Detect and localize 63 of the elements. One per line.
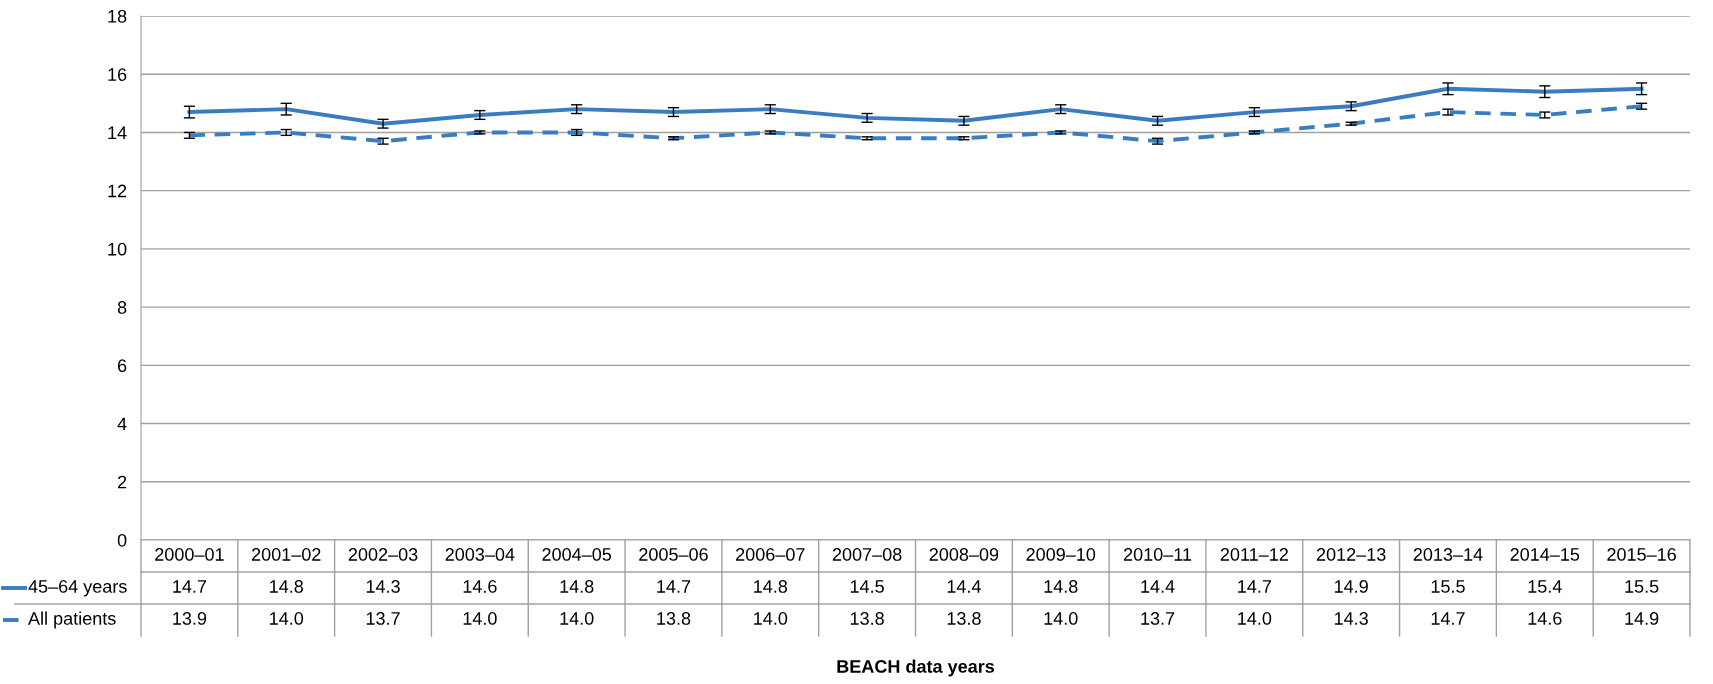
data-label: 14.0 <box>270 612 304 625</box>
data-label: 14.6 <box>463 580 497 593</box>
x-tick-label: 2013–14 <box>1413 548 1483 561</box>
x-tick-label: 2001–02 <box>251 548 321 561</box>
y-tick-label: 12 <box>108 184 127 198</box>
data-label: 14.0 <box>560 612 594 625</box>
x-tick-label: 2000–01 <box>155 548 224 561</box>
x-tick-label: 2004–05 <box>542 548 612 561</box>
data-label: 13.7 <box>366 612 400 625</box>
data-label: 14.9 <box>1625 612 1659 625</box>
x-tick-label: 2002–03 <box>348 548 418 561</box>
x-tick-label: 2009–10 <box>1026 548 1096 561</box>
data-label: 13.8 <box>850 612 884 625</box>
data-label: 15.5 <box>1625 580 1659 593</box>
legend-label: All patients <box>28 611 116 629</box>
data-label: 14.8 <box>560 580 594 593</box>
x-tick-label: 2007–08 <box>832 548 902 561</box>
data-label: 13.7 <box>1141 612 1175 625</box>
data-label: 14.7 <box>1431 612 1465 625</box>
data-label: 14.8 <box>270 580 304 593</box>
y-tick-label: 8 <box>117 301 127 314</box>
data-label: 13.8 <box>657 612 691 625</box>
y-tick-label: 10 <box>108 242 127 256</box>
data-label: 14.6 <box>1528 612 1562 625</box>
x-tick-label: 2010–11 <box>1123 548 1192 561</box>
data-label: 14.5 <box>850 580 884 593</box>
x-tick-label: 2006–07 <box>736 548 805 561</box>
data-label: 14.7 <box>657 580 691 593</box>
data-label: 14.9 <box>1334 580 1368 593</box>
data-label: 14.8 <box>754 580 788 593</box>
data-label: 14.0 <box>463 612 497 625</box>
x-tick-label: 2008–09 <box>929 548 999 561</box>
data-label: 15.5 <box>1431 580 1465 593</box>
x-tick-label: 2012–13 <box>1316 548 1386 561</box>
y-tick-label: 16 <box>108 68 127 81</box>
x-tick-label: 2014–15 <box>1510 548 1580 561</box>
data-label: 13.8 <box>947 612 981 625</box>
data-label: 14.0 <box>1238 612 1272 625</box>
line-series <box>187 104 1644 144</box>
data-label: 14.4 <box>947 580 981 593</box>
data-label: 15.4 <box>1528 580 1562 593</box>
y-tick-label: 2 <box>117 475 127 489</box>
data-label: 13.9 <box>173 612 207 625</box>
x-tick-label: 2005–06 <box>639 548 708 561</box>
data-label: 14.3 <box>366 580 400 593</box>
x-tick-label: 2011–12 <box>1220 548 1288 561</box>
data-label: 14.7 <box>1238 580 1272 593</box>
legend-label: 45–64 years <box>28 580 127 597</box>
y-tick-label: 18 <box>108 9 127 23</box>
y-tick-label: 14 <box>108 126 127 139</box>
data-label: 14.3 <box>1334 612 1368 625</box>
x-tick-label: 2015–16 <box>1607 548 1676 561</box>
data-label: 14.7 <box>173 580 207 593</box>
data-label: 14.8 <box>1044 580 1078 593</box>
data-label: 14.4 <box>1141 580 1175 593</box>
y-tick-label: 6 <box>117 359 127 373</box>
data-label: 14.0 <box>754 612 788 625</box>
y-tick-label: 4 <box>117 417 127 431</box>
x-tick-label: 2003–04 <box>445 548 515 561</box>
y-tick-label: 0 <box>117 533 127 547</box>
data-label: 14.0 <box>1044 612 1078 625</box>
line-series <box>187 86 1644 126</box>
text: BEACH data years <box>837 659 995 677</box>
